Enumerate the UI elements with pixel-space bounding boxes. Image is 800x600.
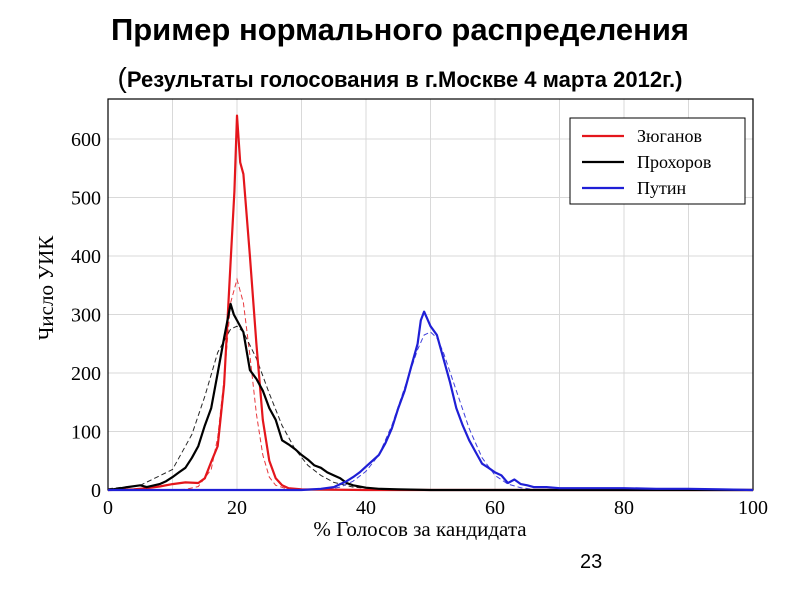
prokhorov-series-line <box>107 302 753 492</box>
prokhorov-fit-curve <box>107 325 405 491</box>
x-tick-label: 100 <box>738 497 768 519</box>
y-tick-label: 200 <box>71 363 101 385</box>
x-axis-label: % Голосов за кандидата <box>313 517 527 541</box>
tick-labels-layer: 0 20 40 60 80 100 0 100 200 300 400 500 600 <box>71 129 768 519</box>
zyuganov-fit-curve <box>107 277 315 491</box>
x-tick-label: 0 <box>103 497 113 519</box>
y-axis-label: Число УИК <box>34 235 58 340</box>
y-tick-label: 400 <box>71 246 101 268</box>
page-number: 23 <box>580 551 603 573</box>
prokhorov-legend-label: Прохоров <box>637 152 711 172</box>
putin-series-line <box>108 310 754 492</box>
page-title: Пример нормального распределения <box>110 12 690 47</box>
y-tick-label: 300 <box>71 305 101 327</box>
putin-legend-label: Путин <box>637 178 686 198</box>
x-tick-label: 80 <box>614 497 634 519</box>
legend: Зюганов Прохоров Путин <box>569 117 746 205</box>
x-tick-label: 60 <box>485 497 505 519</box>
series-layer <box>107 114 754 492</box>
zyuganov-series-line <box>107 114 753 492</box>
y-tick-label: 100 <box>71 422 101 444</box>
zyuganov-legend-label: Зюганов <box>637 126 702 146</box>
y-tick-label: 0 <box>91 480 101 502</box>
x-tick-label: 20 <box>227 497 247 519</box>
page-subtitle: (Результаты голосования в г.Москве 4 мар… <box>0 62 800 94</box>
subtitle-open-paren: ( <box>117 62 127 93</box>
y-tick-label: 600 <box>71 129 101 151</box>
x-tick-label: 40 <box>356 497 376 519</box>
y-tick-label: 500 <box>71 188 101 210</box>
subtitle-text: Результаты голосования в г.Москве 4 март… <box>126 67 683 92</box>
putin-fit-curve <box>327 331 547 491</box>
fit-curves-layer <box>107 277 547 491</box>
